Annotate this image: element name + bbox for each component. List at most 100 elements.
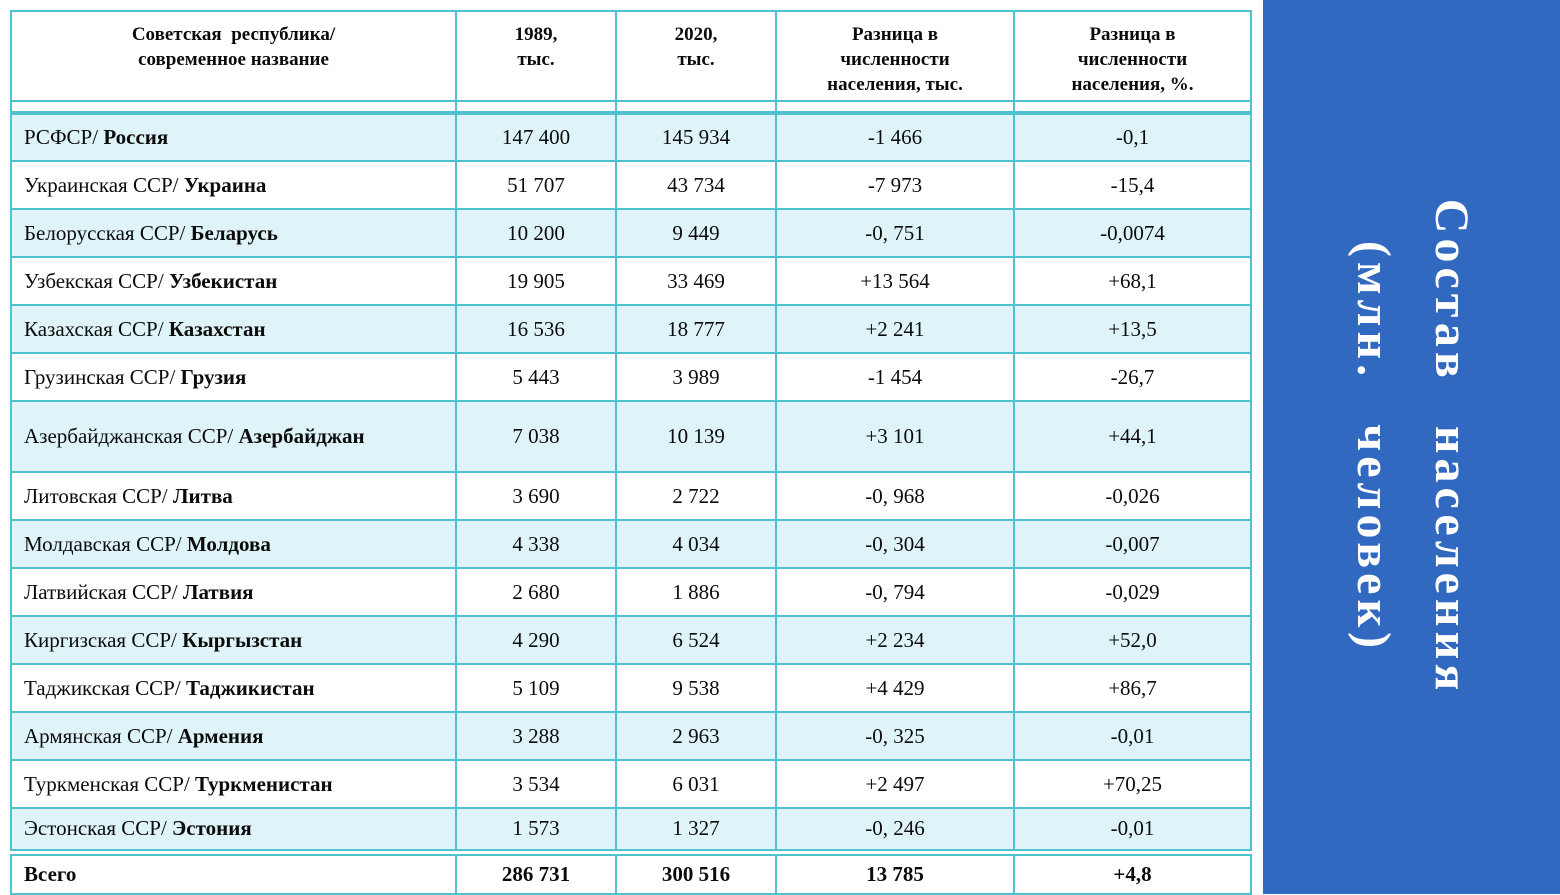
col-header-1989: 1989, тыс. xyxy=(455,10,617,102)
pop-2020-cell: 1 327 xyxy=(615,807,777,853)
header-line: современное название xyxy=(138,49,329,70)
diff-percent-cell: -0,0074 xyxy=(1013,208,1252,258)
pop-1989-cell: 4 338 xyxy=(455,519,617,569)
republic-cell: РСФСР/ Россия xyxy=(10,112,457,162)
diff-thousands-cell: -0, 968 xyxy=(775,471,1015,521)
republic-soviet-name: Армянская ССР/ xyxy=(24,723,173,748)
republic-soviet-name: РСФСР/ xyxy=(24,125,99,149)
republic-modern-name: Узбекистан xyxy=(168,268,278,293)
gap-cell xyxy=(615,100,777,115)
diff-percent-cell: -0,029 xyxy=(1013,567,1252,617)
table-row: Литовская ССР/ Литва 3 690 2 722 -0, 968… xyxy=(10,471,1252,521)
pop-1989-cell: 7 038 xyxy=(455,400,617,473)
table-row: Казахская ССР/ Казахстан 16 536 18 777 +… xyxy=(10,304,1252,354)
republic-modern-name: Украина xyxy=(183,172,267,197)
diff-thousands-cell: -0, 325 xyxy=(775,711,1015,761)
col-header-2020: 2020, тыс. xyxy=(615,10,777,102)
diff-percent-cell: -0,026 xyxy=(1013,471,1252,521)
republic-soviet-name: Литовская ССР/ xyxy=(24,483,168,508)
table-body: РСФСР/ Россия 147 400 145 934 -1 466 -0,… xyxy=(10,112,1252,853)
diff-percent-cell: +70,25 xyxy=(1013,759,1252,809)
republic-modern-name: Грузия xyxy=(180,364,247,389)
col-header-diff-percent: Разница в численности населения, %. xyxy=(1013,10,1252,102)
gap-cell xyxy=(455,100,617,115)
diff-percent-cell: -26,7 xyxy=(1013,352,1252,402)
diff-thousands-cell: +2 241 xyxy=(775,304,1015,354)
republic-soviet-name: Узбекская ССР/ xyxy=(24,268,164,293)
pop-2020-cell: 33 469 xyxy=(615,256,777,306)
col-header-republic: Советская республика/ современное назван… xyxy=(10,10,457,102)
diff-percent-cell: +52,0 xyxy=(1013,615,1252,665)
diff-thousands-cell: -7 973 xyxy=(775,160,1015,210)
republic-cell: Таджикская ССР/ Таджикистан xyxy=(10,663,457,713)
republic-modern-name: Азербайджан xyxy=(238,424,365,448)
republic-cell: Белорусская ССР/ Беларусь xyxy=(10,208,457,258)
republic-soviet-name: Украинская ССР/ xyxy=(24,172,179,197)
total-label: Всего xyxy=(10,848,457,895)
diff-percent-cell: -0,01 xyxy=(1013,807,1252,853)
table-row: Армянская ССР/ Армения 3 288 2 963 -0, 3… xyxy=(10,711,1252,761)
republic-modern-name: Литва xyxy=(172,483,233,508)
pop-2020-cell: 6 524 xyxy=(615,615,777,665)
table-row: Молдавская ССР/ Молдова 4 338 4 034 -0, … xyxy=(10,519,1252,569)
republic-soviet-name: Грузинская ССР/ xyxy=(24,364,176,389)
population-table-container: Советская республика/ современное назван… xyxy=(10,10,1252,895)
republic-soviet-name: Молдавская ССР/ xyxy=(24,531,182,556)
table-row: Туркменская ССР/ Туркменистан 3 534 6 03… xyxy=(10,759,1252,809)
side-panel-title: Состав населения (млн. человек) xyxy=(1334,199,1490,695)
population-table: Советская республика/ современное назван… xyxy=(10,10,1252,895)
pop-1989-cell: 3 690 xyxy=(455,471,617,521)
side-panel: Состав населения (млн. человек) xyxy=(1263,0,1560,894)
pop-1989-cell: 3 288 xyxy=(455,711,617,761)
total-diff-thousands: 13 785 xyxy=(775,848,1015,895)
header-line: численности xyxy=(840,49,950,70)
diff-percent-cell: -0,007 xyxy=(1013,519,1252,569)
table-row: Узбекская ССР/ Узбекистан 19 905 33 469 … xyxy=(10,256,1252,306)
republic-modern-name: Армения xyxy=(177,723,264,748)
republic-modern-name: Туркменистан xyxy=(195,771,333,796)
pop-2020-cell: 10 139 xyxy=(615,400,777,473)
pop-2020-cell: 1 886 xyxy=(615,567,777,617)
diff-thousands-cell: +13 564 xyxy=(775,256,1015,306)
header-row: Советская республика/ современное назван… xyxy=(10,10,1252,102)
col-header-diff-thousands: Разница в численности населения, тыс. xyxy=(775,10,1015,102)
republic-modern-name: Латвия xyxy=(182,579,254,604)
pop-2020-cell: 2 722 xyxy=(615,471,777,521)
republic-soviet-name: Туркменская ССР/ xyxy=(24,771,190,796)
header-separator-row xyxy=(10,100,1252,115)
pop-1989-cell: 10 200 xyxy=(455,208,617,258)
republic-soviet-name: Эстонская ССР/ xyxy=(24,816,167,841)
republic-cell: Азербайджанская ССР/ Азербайджан xyxy=(10,400,457,473)
total-1989: 286 731 xyxy=(455,848,617,895)
republic-cell: Эстонская ССР/ Эстония xyxy=(10,807,457,853)
total-row: Всего 286 731 300 516 13 785 +4,8 xyxy=(10,848,1252,895)
table-row: Эстонская ССР/ Эстония 1 573 1 327 -0, 2… xyxy=(10,807,1252,853)
side-title-line-2: (млн. человек) xyxy=(1346,240,1400,654)
table-row: Азербайджанская ССР/ Азербайджан 7 038 1… xyxy=(10,400,1252,473)
pop-2020-cell: 6 031 xyxy=(615,759,777,809)
diff-thousands-cell: -0, 304 xyxy=(775,519,1015,569)
diff-percent-cell: -0,1 xyxy=(1013,112,1252,162)
republic-soviet-name: Казахская ССР/ xyxy=(24,316,164,341)
pop-1989-cell: 1 573 xyxy=(455,807,617,853)
table-row: Таджикская ССР/ Таджикистан 5 109 9 538 … xyxy=(10,663,1252,713)
republic-soviet-name: Азербайджанская ССР/ xyxy=(24,424,234,448)
diff-percent-cell: +68,1 xyxy=(1013,256,1252,306)
diff-percent-cell: +44,1 xyxy=(1013,400,1252,473)
republic-cell: Украинская ССР/ Украина xyxy=(10,160,457,210)
republic-cell: Латвийская ССР/ Латвия xyxy=(10,567,457,617)
header-line: населения, %. xyxy=(1071,74,1194,95)
republic-modern-name: Молдова xyxy=(186,531,271,556)
diff-thousands-cell: +2 234 xyxy=(775,615,1015,665)
republic-modern-name: Кыргызстан xyxy=(182,627,303,652)
diff-thousands-cell: -0, 246 xyxy=(775,807,1015,853)
diff-thousands-cell: -0, 751 xyxy=(775,208,1015,258)
republic-soviet-name: Белорусская ССР/ xyxy=(24,220,186,245)
republic-soviet-name: Латвийская ССР/ xyxy=(24,579,178,604)
diff-thousands-cell: +3 101 xyxy=(775,400,1015,473)
pop-1989-cell: 4 290 xyxy=(455,615,617,665)
header-line: 2020, xyxy=(674,24,718,45)
table-row: Белорусская ССР/ Беларусь 10 200 9 449 -… xyxy=(10,208,1252,258)
table-row: РСФСР/ Россия 147 400 145 934 -1 466 -0,… xyxy=(10,112,1252,162)
header-line: Разница в xyxy=(851,24,939,45)
